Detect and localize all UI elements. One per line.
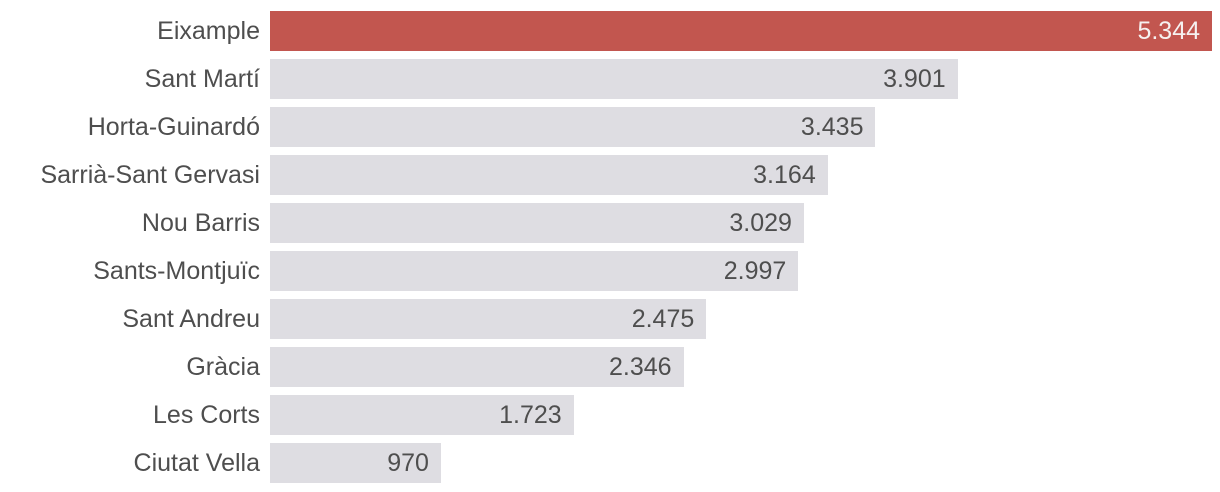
value-label: 2.997	[723, 256, 787, 285]
bar-track: 1.723	[270, 395, 1220, 435]
category-label: Sarrià-Sant Gervasi	[40, 160, 260, 189]
value-label: 3.164	[753, 160, 816, 189]
bar-track: 970	[270, 443, 1220, 483]
bar-track: 2.346	[270, 347, 1220, 387]
bar-row: Ciutat Vella 970	[0, 439, 1220, 487]
bar-row: Sant Martí 3.901	[0, 55, 1220, 103]
category-label: Horta-Guinardó	[87, 112, 260, 141]
category-label: Nou Barris	[141, 208, 260, 237]
bar: 2.346	[270, 347, 684, 387]
bar-row: Horta-Guinardó 3.435	[0, 103, 1220, 151]
bar: 1.723	[270, 395, 574, 435]
bar: 970	[270, 443, 441, 483]
bar: 3.164	[270, 155, 828, 195]
bar: 2.475	[270, 299, 707, 339]
value-label: 3.435	[800, 112, 864, 141]
bar-track: 3.435	[270, 107, 1220, 147]
value-label: 3.901	[883, 64, 946, 93]
bar-row: Gràcia 2.346	[0, 343, 1220, 391]
category-label: Ciutat Vella	[133, 448, 260, 477]
bar: 2.997	[270, 251, 799, 291]
bar-row: Sants-Montjuïc 2.997	[0, 247, 1220, 295]
bar: 3.029	[270, 203, 804, 243]
category-label: Sant Martí	[144, 64, 260, 93]
bar-track: 5.344	[270, 11, 1220, 51]
bar-track: 3.164	[270, 155, 1220, 195]
value-label: 1.723	[499, 400, 562, 429]
value-label: 970	[387, 448, 429, 477]
category-label: Les Corts	[153, 400, 260, 429]
bar: 5.344	[270, 11, 1212, 51]
bar-track: 2.475	[270, 299, 1220, 339]
bar-row: Sant Andreu 2.475	[0, 295, 1220, 343]
bar-track: 2.997	[270, 251, 1220, 291]
bar-track: 3.901	[270, 59, 1220, 99]
bar-row: Eixample 5.344	[0, 7, 1220, 55]
value-label: 2.475	[631, 304, 695, 333]
bar-row: Les Corts 1.723	[0, 391, 1220, 439]
bar-track: 3.029	[270, 203, 1220, 243]
bar-row: Sarrià-Sant Gervasi 3.164	[0, 151, 1220, 199]
category-label: Gràcia	[186, 352, 260, 381]
value-label: 3.029	[729, 208, 792, 237]
bar: 3.435	[270, 107, 876, 147]
category-label: Sants-Montjuïc	[93, 256, 260, 285]
value-label: 5.344	[1137, 16, 1200, 45]
bar: 3.901	[270, 59, 958, 99]
category-label: Eixample	[157, 16, 260, 45]
value-label: 2.346	[608, 352, 672, 381]
category-label: Sant Andreu	[122, 304, 260, 333]
bar-row: Nou Barris 3.029	[0, 199, 1220, 247]
